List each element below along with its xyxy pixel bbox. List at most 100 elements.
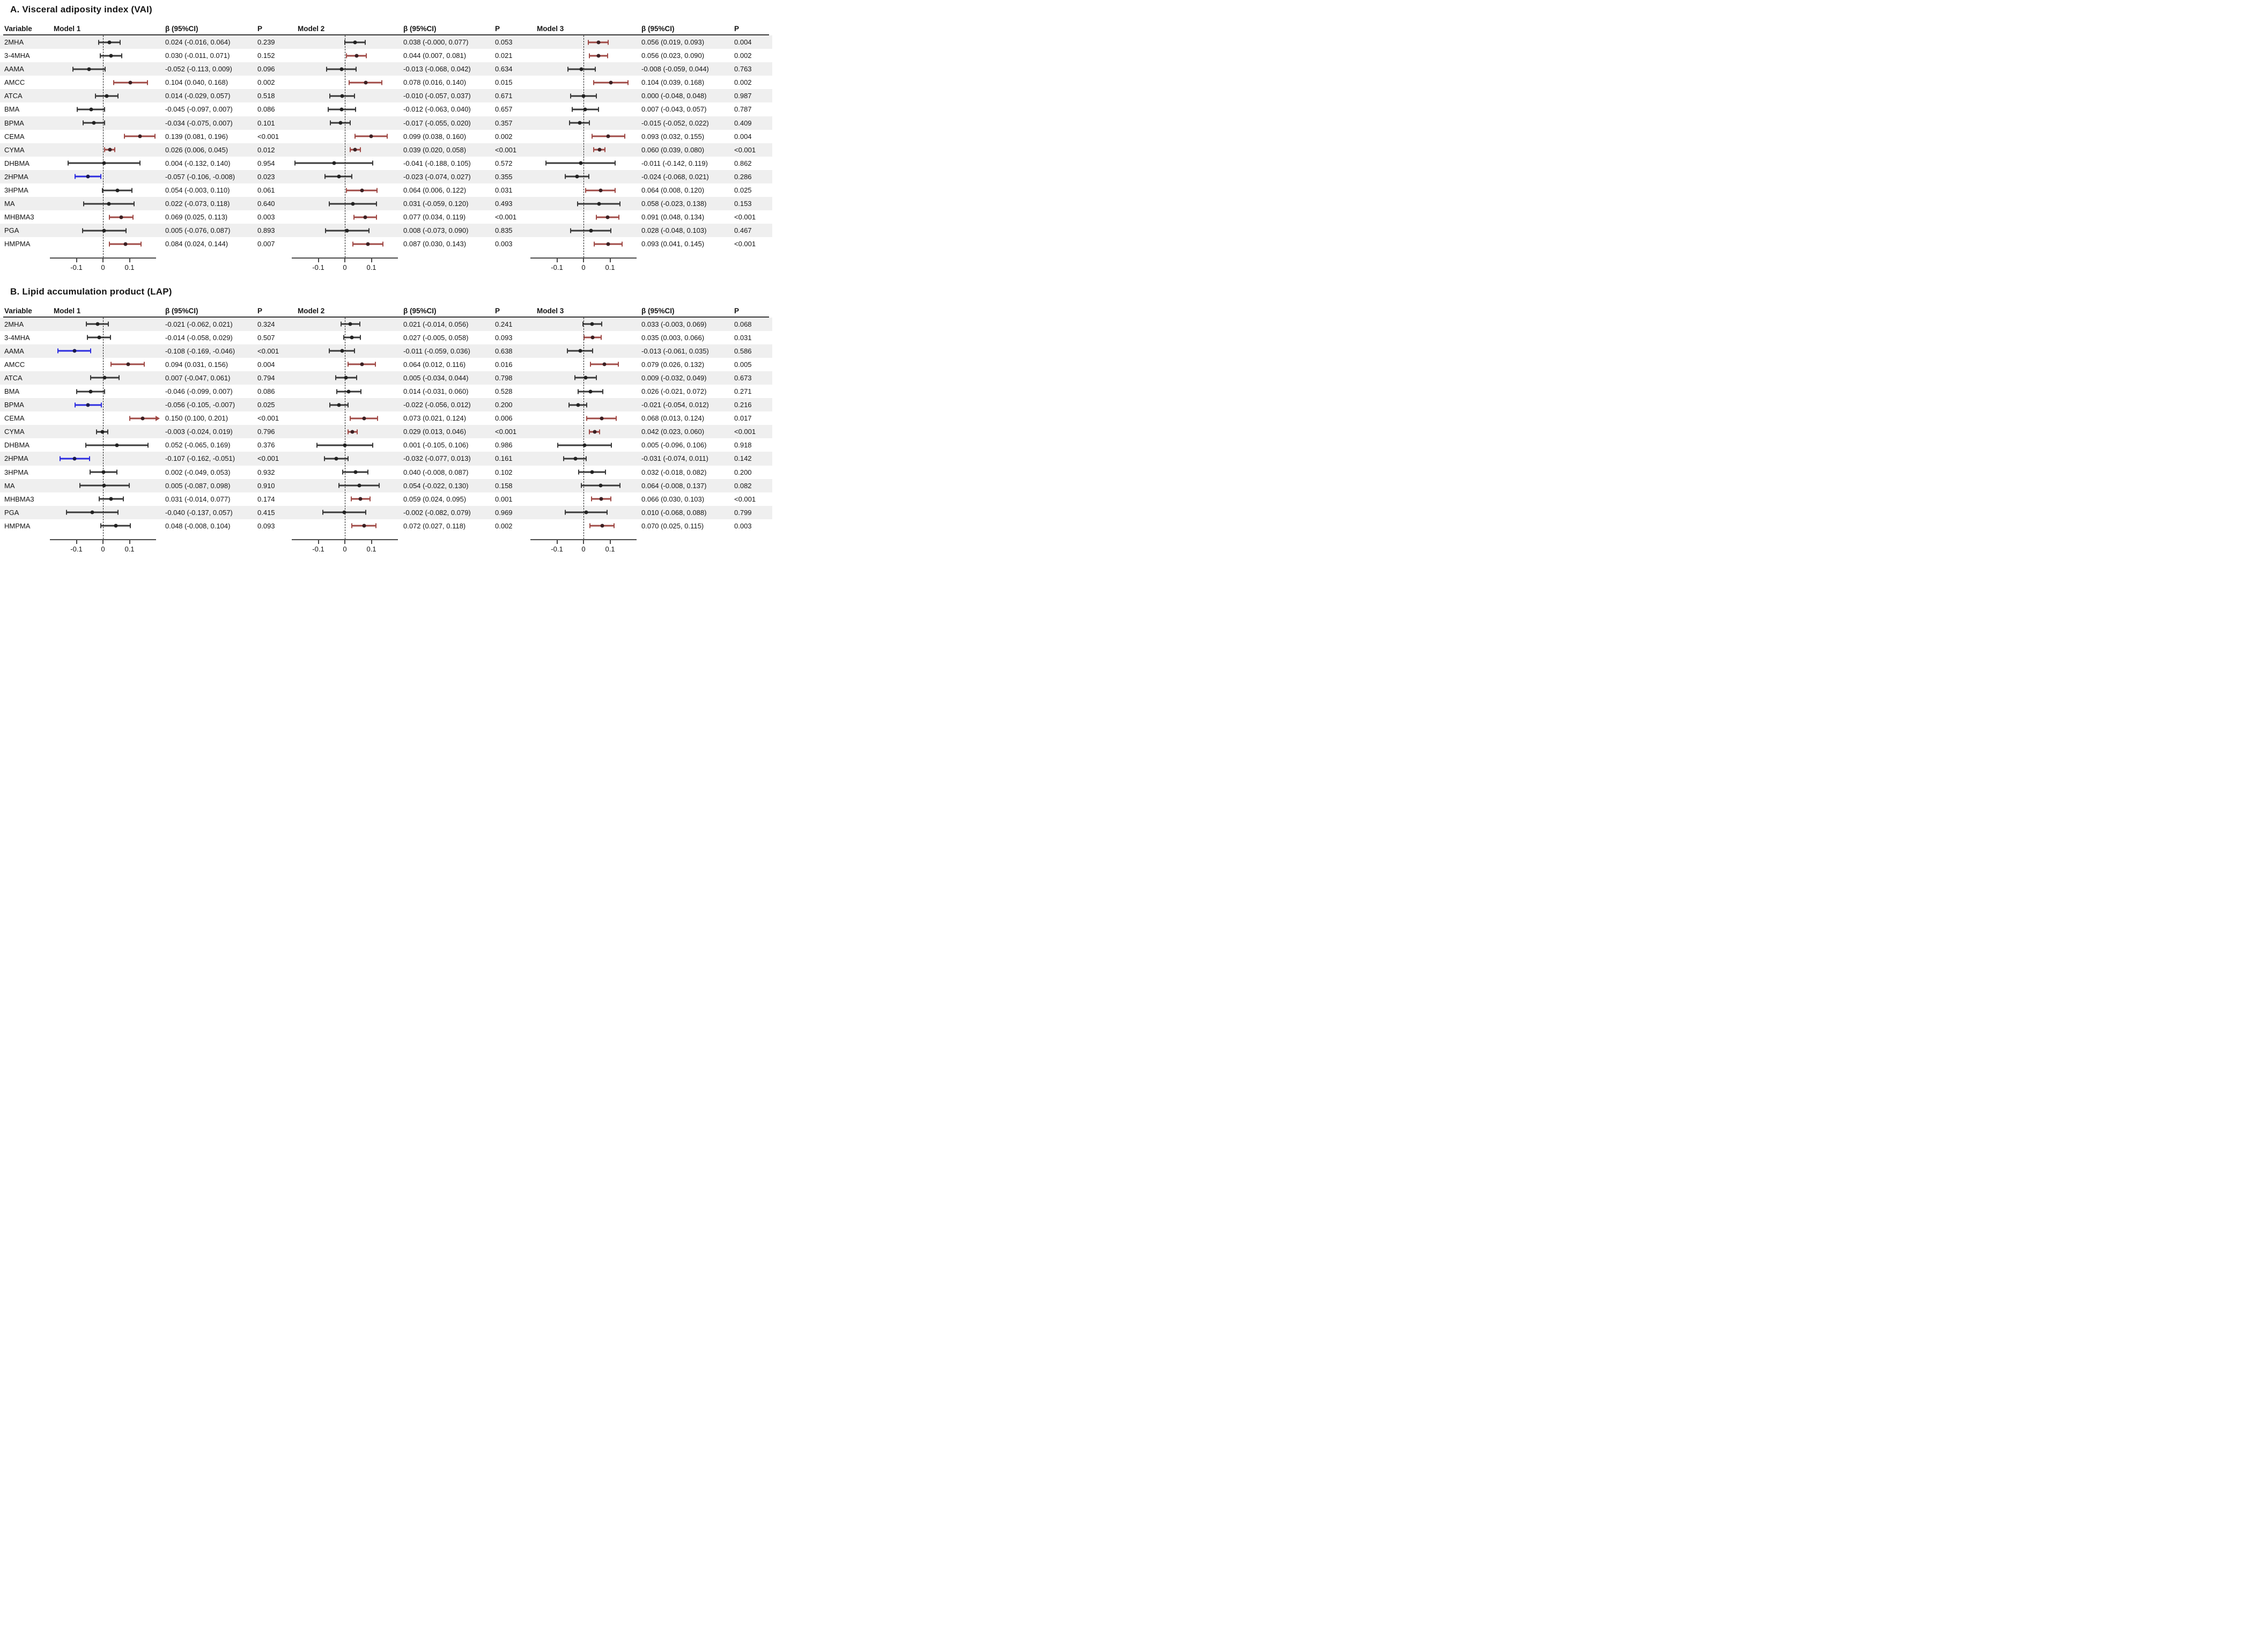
ci-cap (76, 389, 77, 394)
p-value: 0.082 (734, 481, 752, 490)
forest-plot-cell (50, 411, 160, 425)
forest-plot-cell (50, 89, 156, 102)
forest-plot-cell (50, 130, 156, 143)
ci-cap (117, 93, 119, 99)
column-header-p: P (257, 25, 263, 33)
p-value: 0.671 (495, 92, 513, 100)
ci-cap (593, 147, 595, 152)
ci-cap (582, 321, 583, 327)
point-estimate-dot (107, 202, 111, 206)
axis-line (50, 539, 156, 540)
ci-cap (593, 80, 595, 85)
p-value: 0.096 (257, 65, 275, 73)
ci-cap (615, 188, 616, 193)
axis-tick-label: 0.1 (366, 545, 376, 553)
ci-cap (328, 201, 330, 207)
forest-plot-cell (50, 62, 156, 76)
ci-cap (100, 402, 102, 408)
forest-plot-cell (292, 506, 398, 519)
forest-plot-cell (292, 210, 398, 224)
zero-reference-line (583, 317, 584, 539)
ci-cap (327, 107, 329, 112)
point-estimate-dot (109, 54, 113, 58)
p-value: 0.003 (734, 521, 752, 530)
variable-label: MHBMA3 (4, 213, 34, 222)
beta-ci-value: 0.039 (0.020, 0.058) (403, 145, 467, 154)
point-estimate-dot (332, 161, 336, 165)
beta-ci-value: 0.099 (0.038, 0.160) (403, 132, 467, 141)
forest-plot-cell (530, 371, 637, 385)
forest-plot-cell (530, 331, 637, 344)
point-estimate-dot (588, 389, 593, 394)
ci-cap (88, 456, 90, 461)
point-estimate-dot (590, 470, 594, 474)
ci-cap (346, 53, 348, 58)
forest-row: 2HPMA -0.057 (-0.106, -0.008) 0.023 -0.023 … (0, 170, 772, 184)
forest-plot-cell (50, 183, 156, 197)
variable-label: ATCA (4, 92, 23, 100)
variable-label: 2HPMA (4, 454, 28, 463)
beta-ci-value: 0.031 (-0.014, 0.077) (165, 495, 231, 503)
ci-cap (586, 456, 587, 461)
ci-cap (377, 416, 379, 421)
p-value: 0.467 (734, 226, 752, 235)
point-estimate-dot (578, 349, 582, 353)
column-header-p: P (495, 25, 500, 33)
beta-ci-value: -0.032 (-0.077, 0.013) (403, 454, 471, 463)
forest-plot-cell (50, 438, 156, 452)
forest-plot-cell (530, 49, 637, 62)
ci-cap (147, 443, 149, 448)
column-header-beta: β (95%CI) (403, 306, 437, 315)
forest-plot-cell (292, 224, 398, 237)
ci-cap (324, 174, 326, 179)
point-estimate-dot (340, 94, 344, 98)
point-estimate-dot (600, 524, 604, 528)
ci-cap (589, 429, 590, 435)
point-estimate-dot (102, 229, 106, 233)
beta-ci-value: 0.054 (-0.003, 0.110) (165, 186, 230, 195)
variable-label: BPMA (4, 119, 24, 127)
variable-label: AMCC (4, 78, 25, 87)
ci-cap (375, 215, 377, 220)
forest-row: BPMA -0.056 (-0.105, -0.007) 0.025 -0.022 (… (0, 398, 772, 412)
point-estimate-dot (102, 161, 106, 165)
ci-cap (365, 510, 367, 515)
ci-cap (123, 496, 124, 502)
forest-plot-cell (530, 506, 637, 519)
ci-cap (347, 402, 349, 408)
ci-cap (602, 389, 603, 394)
point-estimate-dot (100, 430, 104, 434)
forest-plot-cell (530, 35, 637, 49)
ci-cap (583, 335, 585, 340)
ci-cap (336, 389, 337, 394)
point-estimate-dot (351, 202, 355, 206)
column-header-p: P (734, 306, 740, 315)
point-estimate-dot (576, 403, 580, 407)
ci-cap (96, 429, 98, 435)
ci-cap (82, 228, 84, 233)
point-estimate-dot (107, 40, 112, 45)
p-value: 0.025 (257, 401, 275, 409)
variable-label: DHBMA (4, 441, 29, 450)
point-estimate-dot (590, 335, 595, 340)
ci-cap (604, 469, 606, 475)
ci-cap (568, 402, 570, 408)
beta-ci-value: -0.012 (-0.063, 0.040) (403, 105, 471, 114)
ci-cap (570, 228, 572, 233)
ci-cap (370, 496, 371, 502)
p-value: 0.638 (495, 347, 513, 355)
column-header-variable: Variable (4, 25, 32, 33)
model-axis: -0.1 0 0.1 (292, 257, 398, 274)
forest-plot-cell (292, 102, 398, 116)
beta-ci-value: 0.139 (0.081, 0.196) (165, 132, 228, 141)
beta-ci-value: 0.072 (0.027, 0.118) (403, 521, 466, 530)
column-header-model3: Model 3 (537, 306, 564, 315)
point-estimate-dot (366, 242, 370, 246)
forest-row: BMA -0.045 (-0.097, 0.007) 0.086 -0.012 (-0… (0, 102, 772, 116)
column-header-p: P (257, 306, 263, 315)
ci-cap (349, 120, 351, 126)
p-value: 0.324 (257, 320, 275, 328)
ci-cap (134, 201, 135, 207)
forest-row: HMPMA 0.048 (-0.008, 0.104) 0.093 0.072 (0.… (0, 519, 772, 533)
beta-ci-value: 0.054 (-0.022, 0.130) (403, 481, 469, 490)
